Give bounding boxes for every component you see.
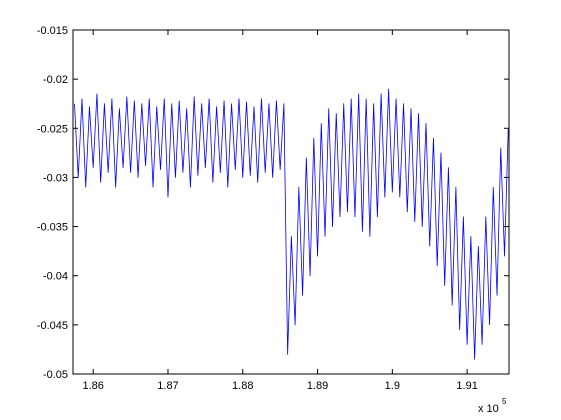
x-multiplier: x 10 bbox=[478, 403, 499, 415]
x-tick-label: 1.88 bbox=[232, 380, 253, 392]
axes-box bbox=[72, 29, 510, 375]
x-multiplier-exponent: 5 bbox=[502, 397, 507, 406]
y-tick-label: -0.025 bbox=[37, 123, 68, 135]
x-tick-label: 1.9 bbox=[385, 380, 400, 392]
y-tick-label: -0.035 bbox=[37, 222, 68, 234]
data-line bbox=[74, 88, 509, 360]
y-tick-label: -0.04 bbox=[43, 271, 68, 283]
y-tick-label: -0.05 bbox=[43, 369, 68, 381]
x-tick-label: 1.89 bbox=[307, 380, 328, 392]
plot-area bbox=[73, 30, 509, 374]
y-tick-label: -0.045 bbox=[37, 320, 68, 332]
x-tick-label: 1.87 bbox=[157, 380, 178, 392]
x-tick-label: 1.86 bbox=[82, 380, 103, 392]
y-tick-label: -0.03 bbox=[43, 172, 68, 184]
x-tick-label: 1.91 bbox=[456, 380, 477, 392]
y-tick-label: -0.015 bbox=[37, 25, 68, 37]
y-tick-label: -0.02 bbox=[43, 74, 68, 86]
